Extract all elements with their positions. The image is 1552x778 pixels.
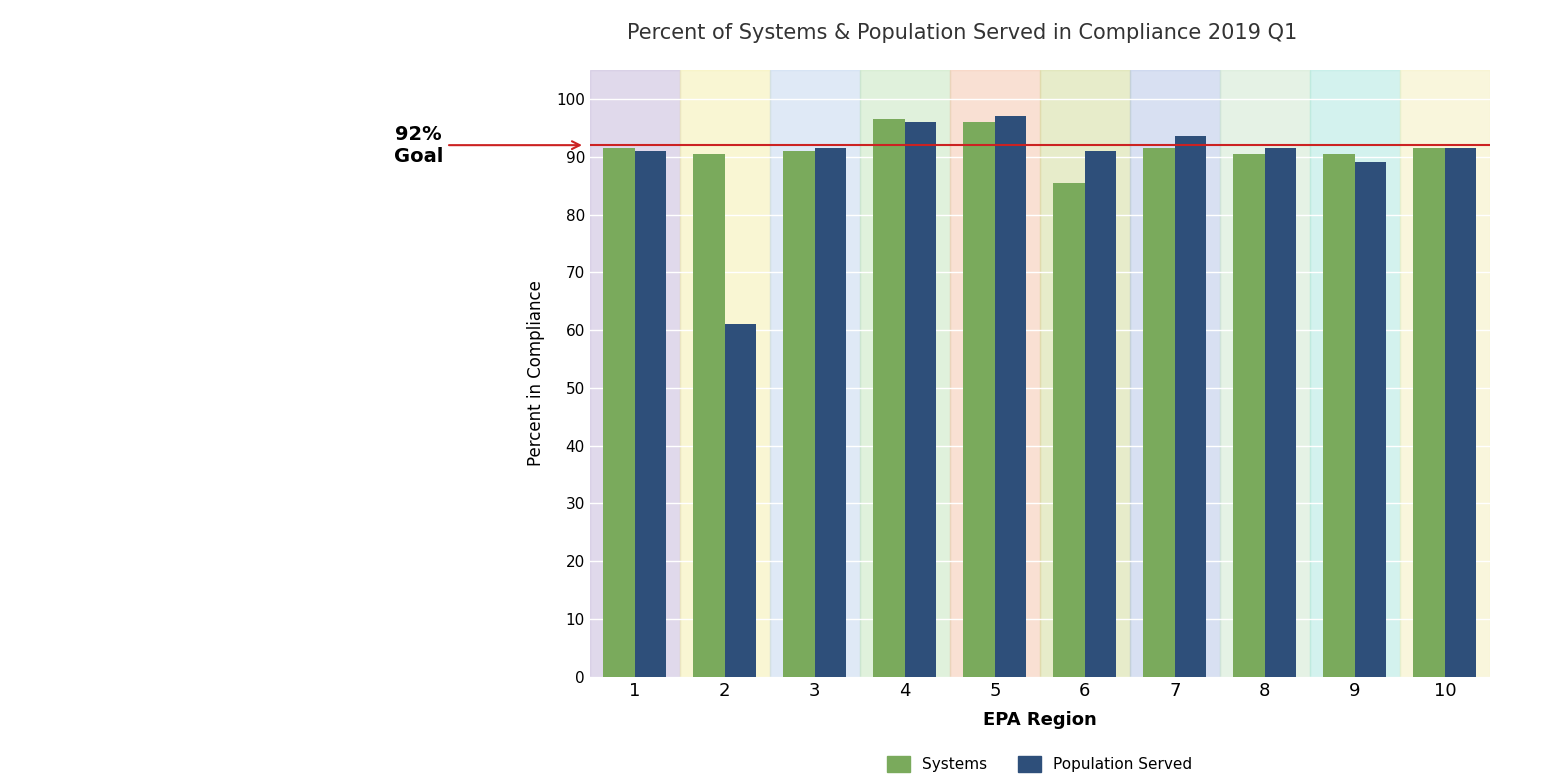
Y-axis label: Percent in Compliance: Percent in Compliance (528, 281, 545, 466)
Bar (964, 122, 995, 677)
Bar (590, 70, 680, 677)
Bar (770, 70, 860, 677)
Bar (1400, 70, 1490, 677)
Text: Percent of Systems & Population Served in Compliance 2019 Q1: Percent of Systems & Population Served i… (627, 23, 1297, 44)
Bar (635, 151, 666, 677)
Bar (1085, 151, 1116, 677)
Bar (604, 148, 635, 677)
Bar (815, 148, 846, 677)
Bar (1445, 148, 1476, 677)
Text: 92%
Goal: 92% Goal (394, 124, 580, 166)
Bar (1054, 183, 1085, 677)
Bar (725, 324, 756, 677)
Bar (784, 151, 815, 677)
Bar (1265, 148, 1296, 677)
Bar (1310, 70, 1400, 677)
Bar (694, 154, 725, 677)
Legend: Systems, Population Served: Systems, Population Served (882, 750, 1198, 778)
Bar (1324, 154, 1355, 677)
Bar (874, 119, 905, 677)
Bar (680, 70, 770, 677)
Bar (1175, 136, 1206, 677)
X-axis label: EPA Region: EPA Region (982, 711, 1097, 729)
Bar (905, 122, 936, 677)
Bar (1234, 154, 1265, 677)
Bar (1144, 148, 1175, 677)
Bar (950, 70, 1040, 677)
Bar (1130, 70, 1220, 677)
Bar (995, 116, 1026, 677)
Bar (860, 70, 950, 677)
Bar (1040, 70, 1130, 677)
Bar (1355, 163, 1386, 677)
Bar (1220, 70, 1310, 677)
Bar (1414, 148, 1445, 677)
